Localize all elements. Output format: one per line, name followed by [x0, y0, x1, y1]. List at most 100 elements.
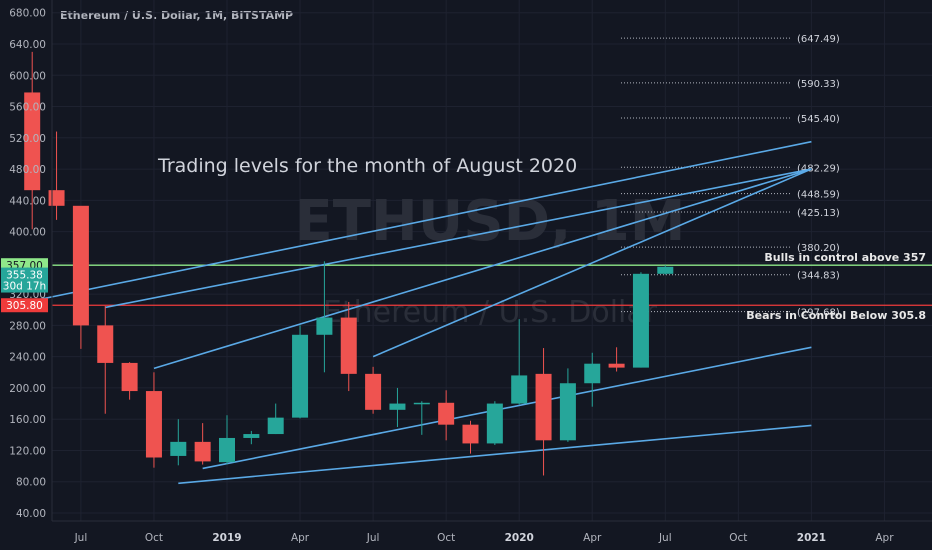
candle-body	[511, 375, 528, 404]
candle	[72, 205, 89, 349]
price-label: 30d 17h	[1, 278, 48, 293]
x-tick-label: Oct	[437, 532, 455, 544]
x-tick-label: Jul	[74, 532, 88, 544]
candle	[438, 390, 455, 441]
trendline	[7, 140, 812, 307]
price-label-text: 305.80	[6, 300, 43, 312]
candle	[535, 348, 552, 476]
candle-body	[72, 205, 89, 326]
candle	[413, 401, 430, 435]
candle-body	[194, 441, 211, 462]
y-tick-label: 200.00	[9, 383, 46, 395]
price-label-bg	[1, 278, 48, 293]
trendlines	[7, 140, 812, 485]
candle-body	[292, 334, 309, 418]
candle-body	[121, 362, 138, 392]
y-tick-label: 480.00	[9, 164, 46, 176]
price-label-bg	[1, 267, 48, 282]
candle-body	[608, 363, 625, 368]
candle	[608, 347, 625, 372]
x-tick-label: Apr	[875, 532, 894, 544]
y-tick-label: 80.00	[16, 477, 46, 489]
candle-body	[559, 383, 576, 441]
price-label: 305.80	[1, 298, 48, 313]
y-tick-label: 240.00	[9, 352, 46, 364]
price-label-bg	[1, 298, 48, 313]
trendline	[202, 346, 812, 470]
candle	[486, 401, 503, 445]
watermark-symbol: ETHUSD, 1M	[294, 189, 685, 254]
candle	[365, 366, 382, 414]
bear-line-label: Bears in Conrtol Below 305.8	[746, 309, 926, 322]
trendline	[105, 168, 812, 309]
bull-line-label: Bulls in control above 357	[764, 251, 926, 264]
candle	[48, 131, 65, 220]
candle-body	[97, 325, 114, 363]
candle-body	[316, 317, 333, 335]
candle-body	[145, 391, 162, 458]
candle	[316, 261, 333, 373]
candle-body	[48, 190, 65, 206]
fib-level-label: (545.40)	[797, 114, 840, 125]
y-tick-label: 40.00	[16, 508, 46, 520]
fib-level-label: (344.83)	[797, 271, 840, 282]
candle-body	[584, 363, 601, 384]
y-tick-label: 640.00	[9, 39, 46, 51]
candle	[584, 352, 601, 407]
fib-level-label: (297.68)	[797, 308, 840, 319]
candle	[462, 420, 479, 454]
candle	[145, 372, 162, 468]
x-tick-label: Jul	[366, 532, 380, 544]
fib-level-label: (380.20)	[797, 243, 840, 254]
x-tick-label: 2019	[212, 532, 241, 544]
candle	[292, 325, 309, 419]
candle-body	[267, 417, 284, 435]
y-tick-label: 400.00	[9, 227, 46, 239]
candle-body	[486, 403, 503, 444]
fib-level-label: (482.29)	[797, 163, 840, 174]
y-tick-label: 520.00	[9, 133, 46, 145]
x-tick-label: 2020	[505, 532, 534, 544]
trendline	[372, 168, 812, 358]
x-tick-label: Oct	[729, 532, 747, 544]
candle-body	[24, 92, 41, 191]
y-axis: 40.00 80.00 120.00 160.00 200.00 240.00 280.00…	[9, 0, 53, 521]
x-tick-label: Jul	[658, 532, 672, 544]
x-tick-label: Oct	[145, 532, 163, 544]
candle-body	[365, 373, 382, 410]
candle	[632, 272, 649, 368]
candle	[97, 305, 114, 414]
y-tick-label: 680.00	[9, 8, 46, 20]
candle	[340, 301, 357, 392]
candle	[194, 423, 211, 465]
candle	[511, 319, 528, 405]
candle	[219, 415, 235, 465]
candle-body	[170, 441, 187, 456]
y-tick-label: 160.00	[9, 414, 46, 426]
candle-body	[389, 403, 406, 410]
y-tick-label: 440.00	[9, 195, 46, 207]
candle-body	[413, 402, 430, 405]
candle-body	[219, 437, 235, 463]
x-axis: Jul Oct 2019 Apr Jul Oct 2020 Apr Jul Oct 2021 Apr	[52, 520, 932, 544]
candle-body	[340, 317, 357, 374]
candle	[243, 430, 260, 445]
x-tick-label: Apr	[291, 532, 310, 544]
fib-levels: (647.49) (590.33) (545.40) (482.29) (448.59)…	[621, 34, 840, 319]
x-tick-label: Apr	[583, 532, 602, 544]
y-tick-label: 560.00	[9, 102, 46, 114]
candle-body	[438, 402, 455, 425]
trendline	[178, 424, 812, 485]
chart-title: Trading levels for the month of August 2…	[157, 155, 577, 177]
price-label-text: 30d 17h	[3, 281, 46, 293]
trendline	[153, 168, 812, 370]
y-tick-label: 120.00	[9, 445, 46, 457]
candle	[559, 368, 576, 442]
x-tick-label: 2021	[797, 532, 826, 544]
candle-body	[462, 424, 479, 444]
candle	[24, 51, 41, 230]
fib-level-label: (448.59)	[797, 190, 840, 201]
fib-level-label: (590.33)	[797, 79, 840, 90]
